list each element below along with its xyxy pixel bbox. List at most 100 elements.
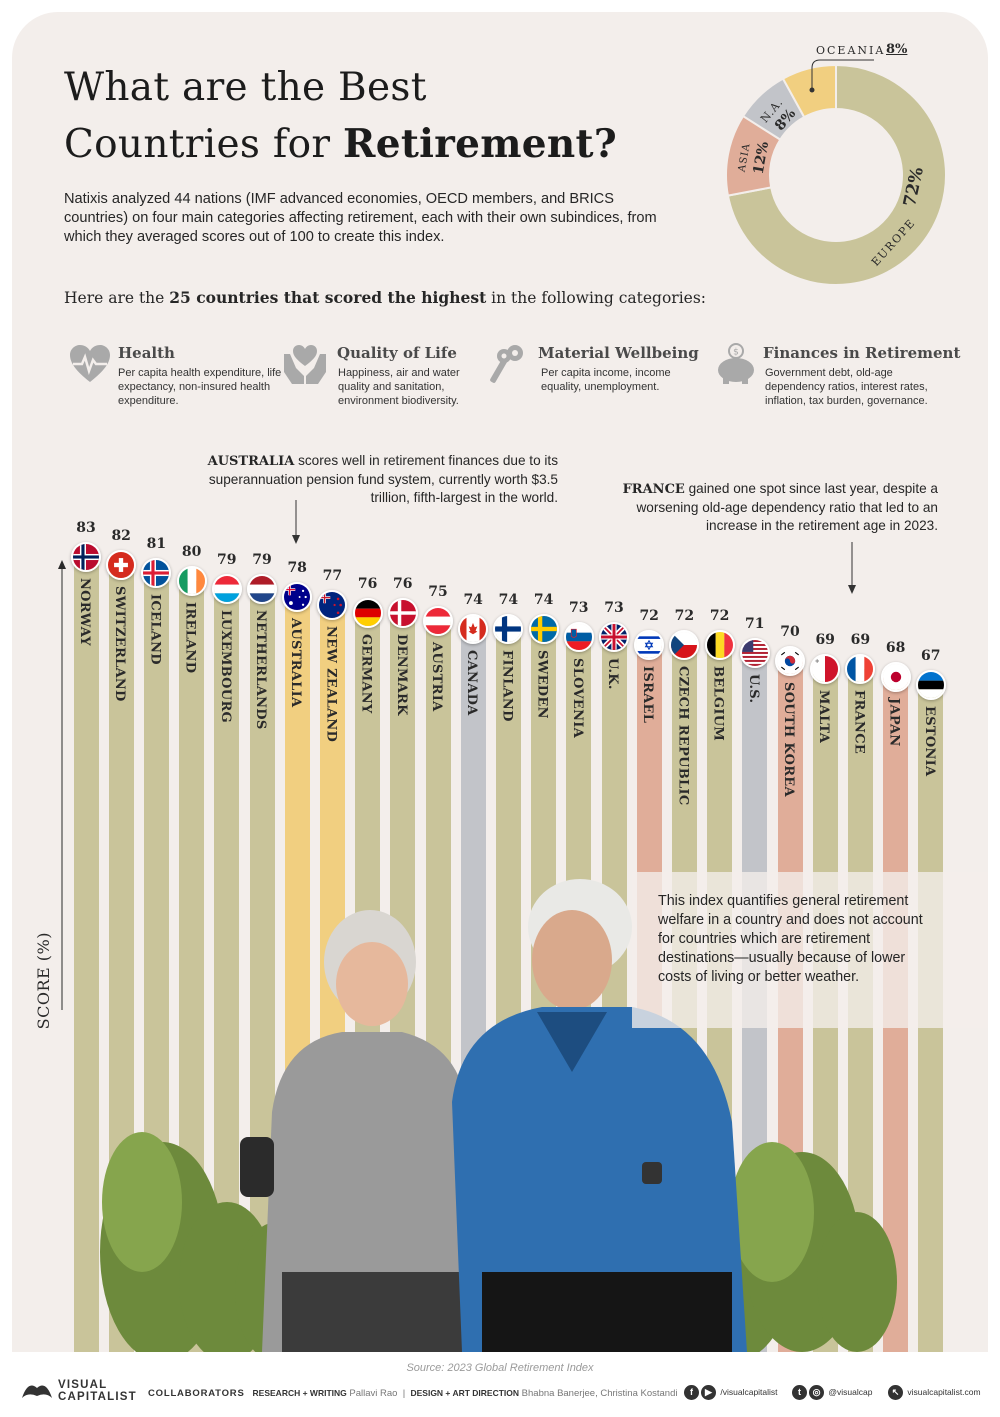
france-text: gained one spot since last year, despite… bbox=[636, 481, 938, 533]
country-label: MALTA bbox=[816, 690, 832, 744]
intro-paragraph: Natixis analyzed 44 nations (IMF advance… bbox=[64, 190, 664, 247]
czech-flag-icon bbox=[669, 630, 700, 660]
bar-score-label: 74 bbox=[533, 592, 554, 608]
country-label: SLOVENIA bbox=[569, 658, 585, 739]
australia-annotation: AUSTRALIA scores well in retirement fina… bbox=[172, 452, 558, 507]
intro-count: 44 bbox=[174, 191, 191, 207]
disclaimer-box bbox=[632, 872, 988, 1028]
bar-score-label: 76 bbox=[393, 576, 413, 592]
country-label: GERMANY bbox=[358, 634, 374, 714]
bar-score-label: 73 bbox=[569, 600, 589, 616]
south-korea-flag-icon bbox=[775, 646, 805, 676]
country-label: SWEDEN bbox=[534, 650, 550, 719]
bar-score-label: 83 bbox=[76, 520, 96, 536]
instagram-icon: ◎ bbox=[809, 1385, 824, 1400]
donut-slice-oceania bbox=[781, 63, 837, 119]
category-desc: Per capita health expenditure, life expe… bbox=[118, 367, 282, 407]
category-title: Finances in Retirement bbox=[763, 344, 961, 362]
social-twitter-instagram[interactable]: t ◎ @visualcap bbox=[792, 1385, 872, 1401]
france-flag-icon bbox=[845, 654, 876, 684]
y-axis-arrow bbox=[58, 560, 66, 1010]
iceland-flag-icon bbox=[141, 558, 172, 588]
design-names: Bhabna Banerjee, Christina Kostandi bbox=[521, 1388, 678, 1399]
social-facebook-youtube[interactable]: f ▶ /visualcapitalist bbox=[684, 1385, 778, 1401]
subheading: Here are the 25 countries that scored th… bbox=[64, 288, 706, 307]
intro-prefix: Natixis analyzed bbox=[64, 191, 175, 207]
bar-score-label: 78 bbox=[287, 560, 307, 576]
country-label: FRANCE bbox=[851, 690, 867, 755]
brand-wordmark: VISUAL CAPITALIST bbox=[58, 1379, 137, 1403]
country-label: BELGIUM bbox=[710, 666, 726, 742]
bar-score-label: 68 bbox=[885, 640, 906, 656]
ireland-flag-icon bbox=[176, 566, 207, 596]
category-desc: Per capita income, income equality, unem… bbox=[541, 367, 671, 393]
cursor-icon: ↖ bbox=[888, 1385, 903, 1400]
country-label: AUSTRALIA bbox=[288, 618, 304, 708]
sweden-flag-icon bbox=[528, 614, 559, 644]
hands-heart-icon bbox=[284, 345, 326, 384]
title-line-2: Countries for Retirement? bbox=[64, 116, 617, 173]
brand-line-2: CAPITALIST bbox=[58, 1391, 137, 1403]
switzerland-flag-icon bbox=[106, 550, 137, 580]
bar-score-label: 81 bbox=[146, 536, 167, 552]
france-pointer-arrow bbox=[848, 542, 856, 594]
facebook-icon: f bbox=[684, 1385, 699, 1400]
bar-score-label: 72 bbox=[674, 608, 695, 624]
infographic-card: What are the Best Countries for Retireme… bbox=[12, 12, 988, 1352]
estonia-flag-icon bbox=[915, 670, 946, 700]
country-label: AUSTRIA bbox=[429, 642, 444, 712]
new-zealand-flag-icon bbox=[317, 590, 348, 620]
credit-separator: | bbox=[402, 1388, 406, 1399]
country-label: U.S. bbox=[745, 674, 761, 704]
svg-text:$: $ bbox=[733, 348, 739, 358]
australia-flag-icon bbox=[282, 582, 313, 612]
france-annotation: FRANCE gained one spot since last year, … bbox=[608, 480, 938, 535]
oceania-leader-line bbox=[811, 59, 874, 88]
subhead-bold: 25 countries that scored the highest bbox=[169, 288, 487, 307]
oceania-leader-dot bbox=[809, 87, 815, 93]
bar-score-label: 80 bbox=[181, 544, 202, 560]
bar-score-label: 77 bbox=[322, 568, 343, 584]
social-handle-1: /visualcapitalist bbox=[720, 1386, 778, 1397]
country-label: FINLAND bbox=[499, 650, 515, 722]
country-label: ICELAND bbox=[147, 594, 163, 665]
bar-score-label: 76 bbox=[357, 576, 378, 592]
malta-flag-icon bbox=[810, 654, 841, 684]
social-handle-2: @visualcap bbox=[828, 1386, 873, 1397]
country-label: CZECH REPUBLIC bbox=[675, 666, 691, 806]
country-label: NORWAY bbox=[77, 578, 92, 647]
title-line-1: What are the Best bbox=[64, 65, 427, 110]
slovenia-flag-icon bbox=[563, 622, 594, 652]
belgium-flag-icon bbox=[704, 630, 735, 660]
france-bold: FRANCE bbox=[622, 482, 685, 497]
denmark-flag-icon bbox=[387, 598, 418, 628]
country-label: NEW ZEALAND bbox=[323, 626, 339, 743]
bar-score-label: 69 bbox=[815, 632, 835, 648]
bar-score-label: 73 bbox=[604, 600, 624, 616]
australia-bold: AUSTRALIA bbox=[207, 454, 295, 469]
research-label: RESEARCH + WRITING bbox=[252, 1388, 347, 1398]
japan-flag-icon bbox=[880, 662, 911, 692]
canada-flag-icon bbox=[458, 614, 489, 644]
title-bold: Retirement? bbox=[343, 121, 618, 167]
bar-score-label: 74 bbox=[463, 592, 483, 608]
youtube-icon: ▶ bbox=[701, 1385, 716, 1400]
social-website[interactable]: ↖ visualcapitalist.com bbox=[888, 1385, 981, 1401]
twitter-icon: t bbox=[792, 1385, 807, 1400]
category-title: Material Wellbeing bbox=[538, 344, 699, 362]
donut-value-oceania: 8% bbox=[886, 42, 908, 57]
bar-score-label: 72 bbox=[639, 608, 659, 624]
disclaimer-text: This index quantifies general retirement… bbox=[658, 893, 923, 985]
category-desc: Happiness, air and water quality and san… bbox=[338, 367, 460, 407]
country-label: JAPAN bbox=[886, 698, 902, 747]
subhead-prefix: Here are the bbox=[64, 289, 170, 307]
research-name: Pallavi Rao bbox=[349, 1388, 398, 1399]
norway-flag-icon bbox=[71, 542, 101, 572]
bar-score-label: 79 bbox=[252, 552, 272, 568]
country-label: U.K. bbox=[605, 658, 620, 690]
title-plain: Countries for bbox=[64, 122, 343, 167]
australia-pointer-arrow bbox=[292, 500, 300, 544]
bar-score-label: 71 bbox=[745, 616, 765, 632]
piggy-bank-icon: $ bbox=[718, 343, 754, 384]
website-url: visualcapitalist.com bbox=[907, 1386, 981, 1397]
